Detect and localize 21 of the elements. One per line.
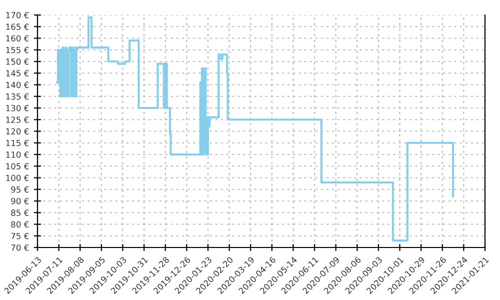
y-tick-label: 105 € (6, 163, 29, 170)
y-tick-label: 155 € (6, 46, 29, 54)
y-tick-label: 165 € (6, 24, 29, 30)
y-tick-label: 150 € (6, 58, 29, 65)
y-tick-label: 110 € (6, 151, 29, 158)
y-tick-label: 140 € (6, 82, 29, 88)
y-tick-label: 135 € (6, 93, 29, 100)
y-tick-label: 100 € (6, 174, 29, 182)
y-tick-label: 90 € (11, 198, 29, 204)
y-tick-label: 145 € (6, 70, 29, 76)
y-tick-label: 70 € (11, 244, 29, 251)
y-tick-label: 115 € (6, 140, 29, 146)
y-tick-label: 85 € (11, 210, 29, 216)
y-tick-label: 80 € (11, 221, 29, 228)
y-tick-label: 160 € (6, 35, 29, 42)
y-tick-label: 95 € (11, 186, 29, 193)
y-tick-label: 125 € (6, 116, 29, 123)
y-tick-label: 120 € (6, 128, 29, 135)
y-tick-label: 170 € (6, 12, 29, 18)
y-tick-label: 75 € (11, 232, 29, 240)
y-tick-label: 130 € (6, 104, 29, 112)
